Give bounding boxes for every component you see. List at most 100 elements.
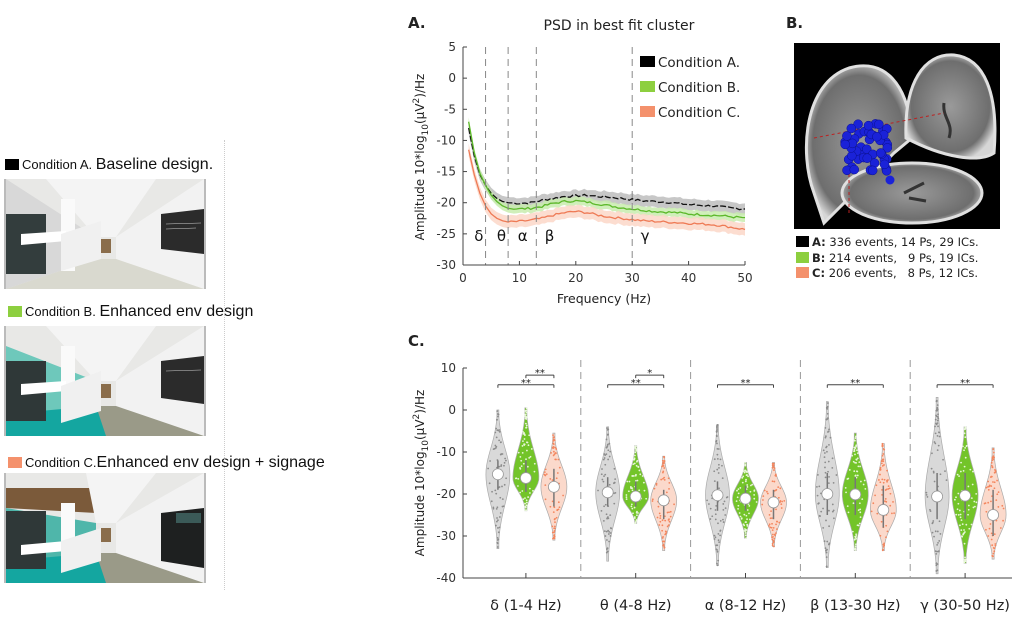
violin-point (964, 456, 967, 459)
violin-point (824, 427, 827, 429)
violin-point (824, 461, 827, 464)
violin-point (716, 562, 718, 565)
violin-point (882, 543, 885, 546)
legend-swatch-a (796, 236, 809, 247)
y-tick-label: -10 (436, 133, 456, 147)
violin-point (718, 487, 720, 490)
violin-point (967, 504, 970, 507)
violin-point (887, 479, 889, 481)
violin-point (743, 471, 746, 474)
violin-point (780, 503, 783, 506)
violin-point (963, 529, 965, 531)
violin-point (503, 461, 506, 464)
violin-point (779, 487, 782, 490)
significance-label: ** (741, 378, 751, 389)
brain-legend-b: B: 214 events, 9 Ps, 19 ICs. (796, 251, 979, 267)
violin-point (527, 444, 530, 447)
violin-point (497, 415, 499, 418)
violin-point (935, 399, 938, 402)
violin-ylabel: Amplitude 10*log10(µV2)/Hz (412, 390, 431, 557)
y-tick-label: -20 (436, 487, 456, 501)
violin-point (521, 451, 524, 454)
violin-point (608, 455, 611, 458)
violin-point (833, 517, 835, 520)
violin-point (855, 543, 857, 546)
violin-point (713, 534, 716, 537)
violin-point (525, 504, 528, 507)
violin-point (633, 516, 636, 518)
violin-point (987, 480, 990, 483)
violin-point (934, 530, 937, 533)
violin-point (990, 464, 993, 467)
violin-point (737, 488, 740, 491)
violin-point (606, 539, 608, 541)
violin-point (939, 473, 942, 476)
violin-point (859, 508, 862, 511)
violin-point (762, 499, 764, 501)
dipole (853, 119, 863, 129)
violin-point (553, 535, 556, 538)
violin-point (832, 481, 835, 484)
violin-point (501, 453, 504, 455)
violin-point (746, 474, 748, 476)
violin-point (879, 469, 882, 471)
x-tick-label: 30 (625, 271, 640, 285)
violin-point (663, 546, 666, 549)
violin-point (881, 442, 884, 445)
violin-point (987, 488, 990, 491)
violin-point (771, 522, 773, 525)
violin-point (973, 500, 976, 503)
violin-point (995, 499, 998, 502)
violin-point (858, 461, 861, 464)
band-label: β (545, 227, 555, 245)
violin-point (601, 468, 603, 470)
violin-point (552, 443, 555, 445)
violin-point (645, 497, 648, 500)
violin-point (745, 478, 747, 481)
violin-point (824, 436, 827, 439)
violin-point (955, 496, 957, 499)
violin-point (745, 514, 748, 517)
violin-point (825, 551, 828, 554)
violin-point (776, 528, 778, 531)
violin-point (721, 477, 724, 479)
violin-point (925, 493, 928, 496)
ci-band-b (468, 117, 745, 223)
violin-point (959, 516, 962, 519)
violin-point (991, 544, 994, 547)
violin-point (558, 466, 561, 469)
violin-point (936, 422, 939, 425)
violin-point (934, 442, 937, 445)
violin-point (970, 523, 973, 526)
violin-point (634, 454, 636, 457)
violin-point (990, 532, 993, 535)
violin-point (495, 436, 498, 439)
violin-point (745, 521, 747, 523)
violin-point (502, 505, 505, 508)
violin-point (822, 449, 825, 452)
violin-point (876, 512, 879, 515)
violin-point (490, 500, 493, 503)
violin-point (771, 529, 774, 532)
violin-point (495, 427, 498, 430)
violin-point (936, 563, 939, 566)
violin-median (711, 489, 724, 502)
violin-point (602, 480, 605, 483)
violin-point (762, 495, 765, 498)
violin-point (884, 498, 887, 500)
violin-point (639, 473, 642, 476)
violin-median (959, 489, 971, 502)
violin-point (853, 470, 856, 473)
violin-point (657, 505, 660, 508)
violin-point (766, 492, 769, 495)
violin-point (525, 501, 528, 504)
violin-point (551, 446, 554, 449)
panel-c-letter: C. (408, 332, 425, 350)
violin-point (827, 430, 830, 433)
violin-point (956, 508, 959, 511)
violin-point (631, 489, 634, 492)
violin-point (552, 440, 555, 442)
condition-c-label: Condition C.Enhanced env design + signag… (8, 454, 325, 472)
violin-point (500, 464, 503, 466)
violin-median (629, 490, 642, 503)
